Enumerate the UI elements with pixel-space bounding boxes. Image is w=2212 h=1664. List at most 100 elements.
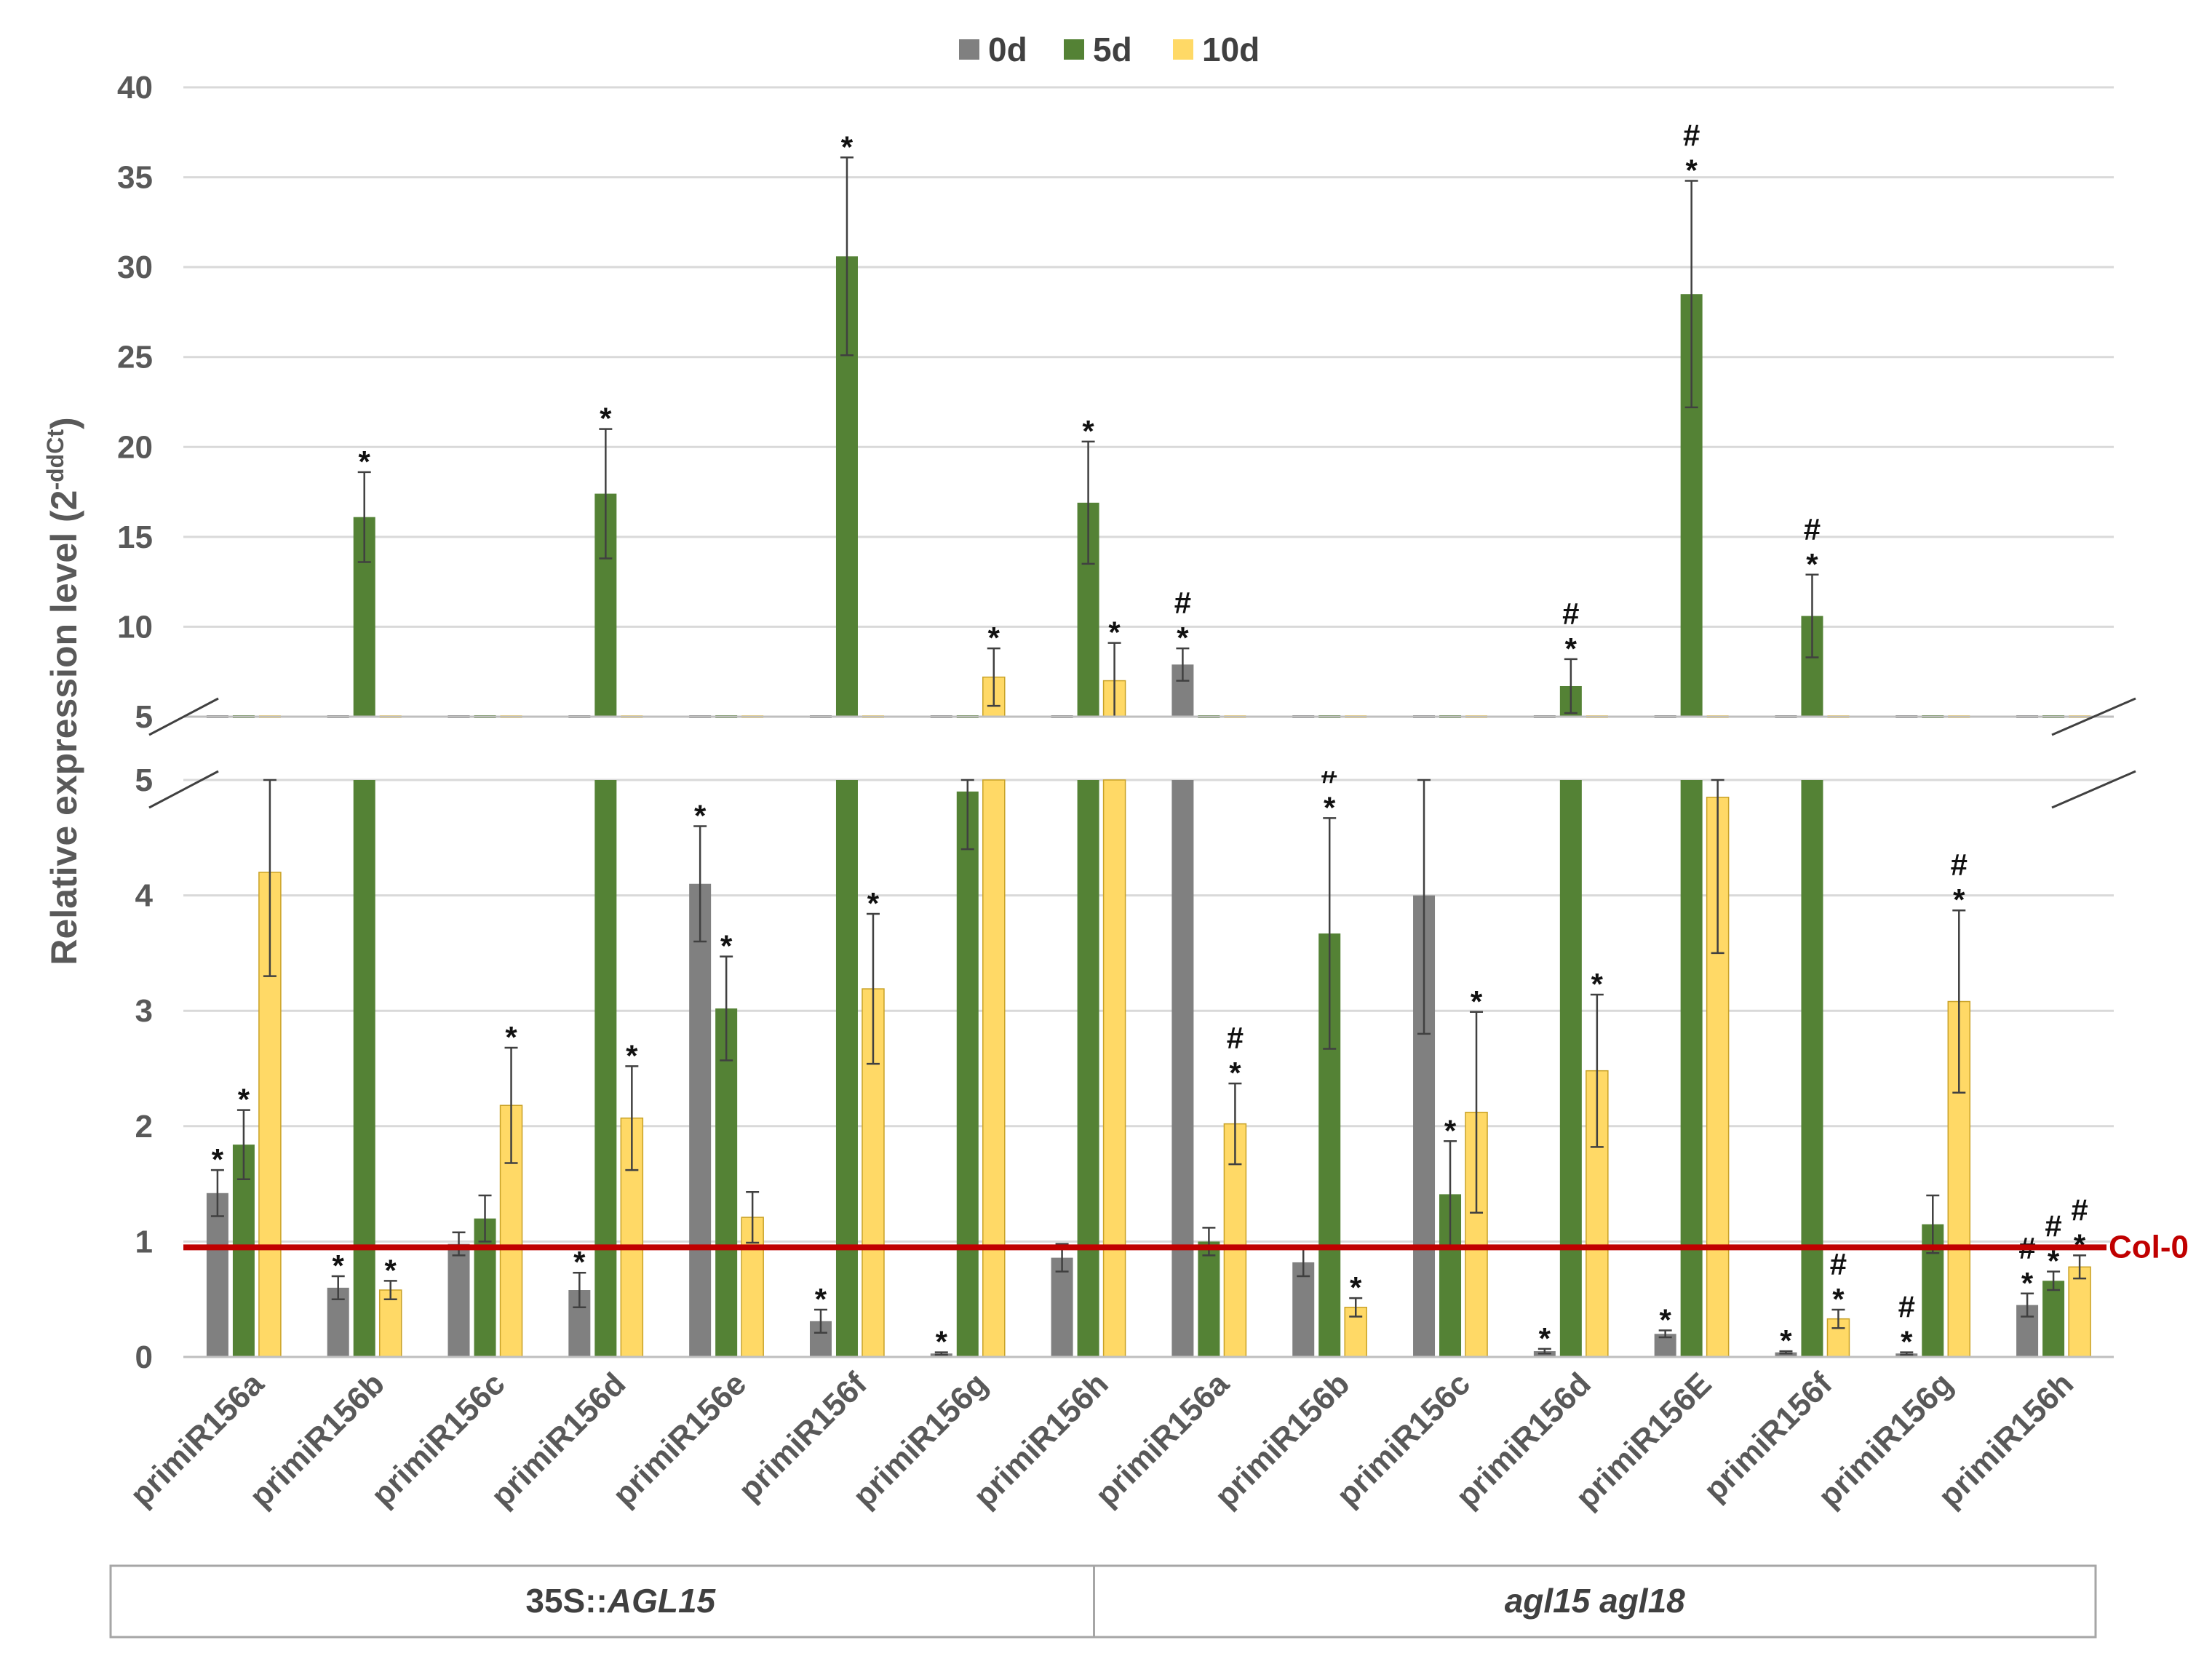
significance-asterisk: * bbox=[505, 1020, 517, 1054]
bar-5d bbox=[2042, 1281, 2065, 1357]
bar-5d bbox=[956, 791, 979, 1357]
upper-tick-label: 25 bbox=[117, 340, 153, 375]
axis-break-gap bbox=[142, 724, 2150, 771]
significance-asterisk: * bbox=[841, 130, 854, 164]
group-label-italic: AGL15 bbox=[607, 1582, 717, 1620]
group-box bbox=[109, 1564, 1131, 1639]
y-axis-title-close: ) bbox=[44, 417, 84, 429]
significance-hash: # bbox=[1951, 848, 1968, 882]
significance-asterisk: * bbox=[1659, 1303, 1671, 1337]
significance-hash: # bbox=[1174, 586, 1191, 620]
upper-tick-label: 20 bbox=[117, 429, 153, 465]
significance-asterisk: * bbox=[1565, 632, 1578, 666]
group-labels: 35S::AGL15 agl15 agl18 bbox=[109, 1564, 2097, 1639]
significance-asterisk: * bbox=[867, 886, 880, 920]
significance-asterisk: * bbox=[815, 1282, 827, 1316]
bar-0d bbox=[1775, 1352, 1797, 1357]
significance-hash: # bbox=[1227, 1021, 1244, 1055]
significance-asterisk: * bbox=[1780, 1323, 1792, 1358]
lower-tick-label: 3 bbox=[135, 993, 153, 1029]
lower-tick-label: 2 bbox=[135, 1109, 153, 1145]
significance-asterisk: * bbox=[936, 1325, 948, 1359]
group-label: 35S::AGL15 bbox=[525, 1582, 716, 1620]
bar-5d bbox=[1801, 780, 1823, 1357]
significance-asterisk: * bbox=[1324, 790, 1336, 824]
y-axis-title: Relative expression level (2-ddCt) bbox=[42, 417, 84, 965]
bar-0d bbox=[1051, 1257, 1073, 1357]
significance-asterisk: * bbox=[2048, 1244, 2060, 1278]
legend-swatch-0d bbox=[959, 39, 979, 60]
bar-0d bbox=[1292, 1262, 1315, 1357]
group-label-prefix: 35S:: bbox=[525, 1582, 607, 1620]
legend-label-10d: 10d bbox=[1202, 31, 1260, 68]
significance-asterisk: * bbox=[359, 445, 371, 479]
upper-tick-label: 40 bbox=[117, 70, 153, 106]
y-axis-title-superscript: -ddCt bbox=[42, 429, 68, 490]
bar-5d bbox=[353, 780, 375, 1357]
significance-hash: # bbox=[1830, 1247, 1847, 1281]
significance-asterisk: * bbox=[1685, 154, 1698, 188]
significance-asterisk: * bbox=[600, 402, 612, 436]
lower-tick-label: 0 bbox=[135, 1339, 153, 1375]
lower-tick-label: 5 bbox=[135, 763, 153, 798]
bar-5d bbox=[835, 780, 858, 1357]
upper-tick-label: 35 bbox=[117, 160, 153, 196]
significance-asterisk: * bbox=[1806, 547, 1818, 581]
significance-asterisk: * bbox=[1832, 1282, 1845, 1316]
legend-label-0d: 0d bbox=[988, 31, 1027, 68]
significance-asterisk: * bbox=[1229, 1056, 1241, 1090]
bar-10d bbox=[378, 1289, 402, 1358]
significance-asterisk: * bbox=[988, 621, 1000, 655]
bar-5d bbox=[1680, 780, 1703, 1357]
significance-asterisk: * bbox=[1108, 616, 1121, 650]
significance-asterisk: * bbox=[694, 798, 707, 832]
significance-asterisk: * bbox=[2021, 1266, 2034, 1300]
bar-10d bbox=[982, 779, 1006, 1358]
significance-markers: *********************#*#*#**#****#***#*#… bbox=[212, 119, 2088, 1359]
upper-tick-label: 5 bbox=[135, 699, 153, 735]
significance-asterisk: * bbox=[1953, 883, 1965, 917]
significance-asterisk: * bbox=[333, 1249, 345, 1283]
bar-10d bbox=[2068, 1266, 2091, 1358]
axis-break-slash bbox=[148, 697, 219, 736]
bar-5d bbox=[715, 1008, 738, 1357]
significance-asterisk: * bbox=[1350, 1270, 1362, 1305]
upper-tick-label: 10 bbox=[117, 609, 153, 645]
significance-asterisk: * bbox=[1082, 414, 1094, 448]
significance-hash: # bbox=[2071, 1193, 2088, 1227]
significance-asterisk: * bbox=[626, 1038, 638, 1072]
error-bars bbox=[210, 156, 2087, 1356]
gridlines bbox=[183, 86, 2114, 1243]
significance-asterisk: * bbox=[573, 1245, 586, 1279]
significance-asterisk: * bbox=[238, 1083, 250, 1117]
y-axis-label: Relative expression level (2-ddCt) bbox=[42, 417, 84, 965]
axis-break-slash bbox=[148, 770, 219, 809]
group-label-italic: agl15 agl18 bbox=[1505, 1582, 1685, 1620]
y-axis-title-main: Relative expression level (2 bbox=[44, 490, 84, 966]
bar-0d bbox=[1171, 780, 1194, 1357]
legend-swatch-5d bbox=[1064, 39, 1084, 60]
significance-asterisk: * bbox=[1177, 621, 1189, 655]
bar-0d bbox=[689, 883, 712, 1357]
legend-swatch-10d bbox=[1173, 39, 1193, 60]
significance-hash: # bbox=[2045, 1209, 2061, 1243]
lower-tick-label: 4 bbox=[135, 878, 154, 914]
significance-asterisk: * bbox=[1444, 1113, 1457, 1147]
bar-5d bbox=[1077, 780, 1099, 1357]
significance-asterisk: * bbox=[1471, 984, 1483, 1019]
significance-hash: # bbox=[1562, 597, 1579, 631]
reference-line: Col-0 bbox=[183, 1229, 2189, 1265]
significance-asterisk: * bbox=[212, 1142, 224, 1177]
significance-hash: # bbox=[1683, 119, 1700, 153]
bar-5d bbox=[1559, 780, 1582, 1357]
significance-asterisk: * bbox=[1591, 967, 1604, 1001]
bar-5d bbox=[1198, 1241, 1220, 1357]
significance-hash: # bbox=[1898, 1290, 1915, 1324]
axis-break-slash bbox=[2051, 697, 2136, 736]
bar-10d bbox=[1102, 779, 1126, 1358]
group-label: agl15 agl18 bbox=[1505, 1582, 1685, 1620]
significance-hash: # bbox=[1804, 512, 1821, 546]
reference-line-label: Col-0 bbox=[2109, 1229, 2189, 1265]
